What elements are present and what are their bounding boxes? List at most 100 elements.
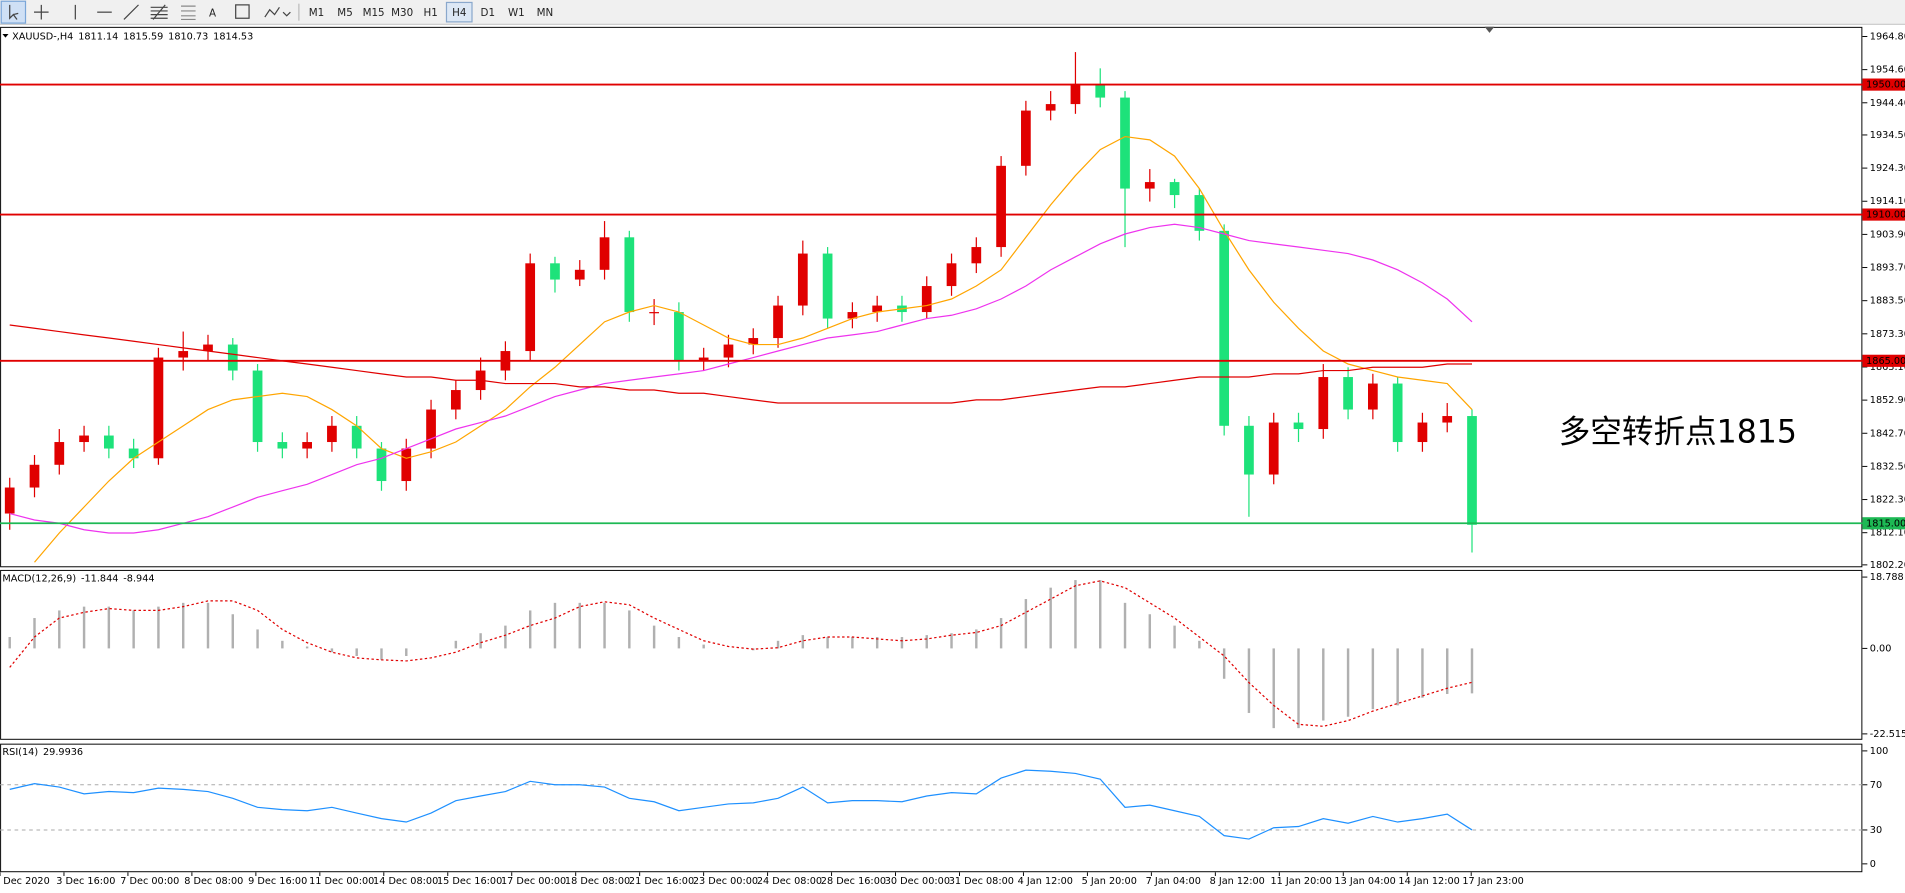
level-label: 1815.00 xyxy=(1866,518,1905,529)
timeframe-bar: M1 M5 M15 M30 H1 H4 D1 W1 MN xyxy=(309,1,554,23)
macd-bar xyxy=(281,640,284,649)
y-tick-label: 1893.70 xyxy=(1870,263,1905,274)
candle-body xyxy=(327,425,337,443)
level-label-box xyxy=(1862,208,1905,221)
macd-bar xyxy=(33,618,36,649)
timeframe-button[interactable] xyxy=(445,1,473,23)
candle-body xyxy=(1442,416,1453,423)
y-tick-label: 1924.30 xyxy=(1870,163,1905,174)
macd-bar xyxy=(1247,648,1251,713)
rsi-title: RSI(14) xyxy=(2,747,38,758)
crosshair-icon[interactable] xyxy=(34,4,49,20)
timeframe-label[interactable]: M15 xyxy=(363,7,385,19)
candle-body xyxy=(4,487,15,514)
candle-body xyxy=(624,237,635,313)
y-tick-label: 1944.40 xyxy=(1870,98,1905,109)
candle-body xyxy=(921,286,932,313)
y-tick-label: 1934.50 xyxy=(1870,130,1905,141)
cursor-button[interactable] xyxy=(0,0,27,24)
x-tick-label: 14 Dec 08:00 xyxy=(373,876,438,887)
label-icon[interactable] xyxy=(235,4,250,19)
timeframe-label[interactable]: MN xyxy=(537,7,554,19)
level-label: 1910.00 xyxy=(1866,210,1905,221)
candle-body xyxy=(376,448,387,482)
candle-body xyxy=(822,253,833,319)
candle-body xyxy=(525,263,536,352)
macd-bar xyxy=(1074,580,1077,649)
macd-bar xyxy=(1148,614,1152,649)
macd-bar xyxy=(1272,648,1275,729)
macd-bar xyxy=(1346,648,1350,717)
macd-bar xyxy=(578,602,581,649)
rsi-header: RSI(14) 29.9936 xyxy=(2,747,83,758)
candle-body xyxy=(1343,377,1353,410)
timeframe-label[interactable]: M1 xyxy=(309,7,324,19)
fibo-icon[interactable] xyxy=(181,5,196,21)
candle-body xyxy=(1120,97,1130,189)
candle-body xyxy=(203,344,213,352)
timeframe-label[interactable]: M30 xyxy=(391,7,413,19)
candle-body xyxy=(996,165,1006,248)
y-tick-label: 30 xyxy=(1870,825,1882,836)
candle-body xyxy=(1467,416,1477,525)
candle-body xyxy=(1095,84,1106,98)
y-tick-label: 0 xyxy=(1870,859,1876,870)
low-value: 1810.73 xyxy=(168,31,208,42)
y-tick-label: 1842.70 xyxy=(1870,428,1905,439)
annotation: 多空转折点1815 xyxy=(1559,415,1797,451)
candle-body xyxy=(1045,104,1056,111)
level-label-box xyxy=(1862,517,1905,530)
timeframe-label[interactable]: H4 xyxy=(452,7,466,19)
candle-body xyxy=(748,338,759,345)
candle-body xyxy=(723,344,734,358)
candle-body xyxy=(1392,383,1403,443)
x-tick-label: 17 Dec 00:00 xyxy=(501,876,566,887)
trendline-icon[interactable] xyxy=(123,4,139,20)
macd-panel xyxy=(0,569,1863,740)
macd-bar xyxy=(504,625,507,649)
x-tick-label: 2 Dec 2020 xyxy=(0,876,50,887)
candle-body xyxy=(1194,195,1205,231)
text-icon[interactable]: A xyxy=(209,7,216,19)
candle-body xyxy=(872,305,883,313)
candle-body xyxy=(1169,182,1180,196)
y-tick-label: 1954.60 xyxy=(1870,65,1905,76)
macd-bar xyxy=(305,646,309,649)
macd-bar xyxy=(776,640,780,649)
shapes-icon[interactable] xyxy=(264,6,291,18)
macd-bar xyxy=(1049,587,1052,649)
timeframe-label[interactable]: W1 xyxy=(508,7,525,19)
timeframe-label[interactable]: H1 xyxy=(424,7,438,19)
price-header: XAUUSD-,H4 1811.14 1815.59 1810.73 1814.53 xyxy=(12,31,253,42)
channel-icon[interactable] xyxy=(150,4,168,20)
macd-bar xyxy=(405,648,408,656)
candle-body xyxy=(1293,422,1304,430)
level-label-box xyxy=(1862,78,1905,91)
macd-bar xyxy=(256,629,259,649)
macd-bar xyxy=(628,610,631,649)
candle-body xyxy=(351,425,362,449)
candle-body xyxy=(574,269,585,280)
macd-bar xyxy=(157,606,160,649)
macd-bar xyxy=(1371,648,1375,710)
macd-bar xyxy=(1470,648,1474,694)
signal-line xyxy=(9,580,1473,727)
candle-body xyxy=(79,435,89,443)
y-tick-label: 100 xyxy=(1870,746,1889,757)
candle-body xyxy=(1318,377,1329,430)
candle-body xyxy=(1219,230,1230,426)
macd-title: MACD(12,26,9) xyxy=(2,573,76,584)
header-arrow xyxy=(2,34,9,38)
level-label-box xyxy=(1862,354,1905,367)
x-tick-label: 13 Jan 04:00 xyxy=(1334,876,1395,887)
candle-body xyxy=(599,237,610,270)
timeframe-label[interactable]: M5 xyxy=(337,7,352,19)
timeframe-label[interactable]: D1 xyxy=(481,7,496,19)
macd-bar xyxy=(652,625,656,649)
y-tick-label: 1914.10 xyxy=(1870,196,1905,207)
x-tick-label: 14 Jan 12:00 xyxy=(1398,876,1459,887)
x-tick-label: 4 Jan 12:00 xyxy=(1018,876,1073,887)
candle-body xyxy=(773,305,783,339)
y-tick-label: 1812.10 xyxy=(1870,528,1905,539)
open-value: 1811.14 xyxy=(78,31,118,42)
